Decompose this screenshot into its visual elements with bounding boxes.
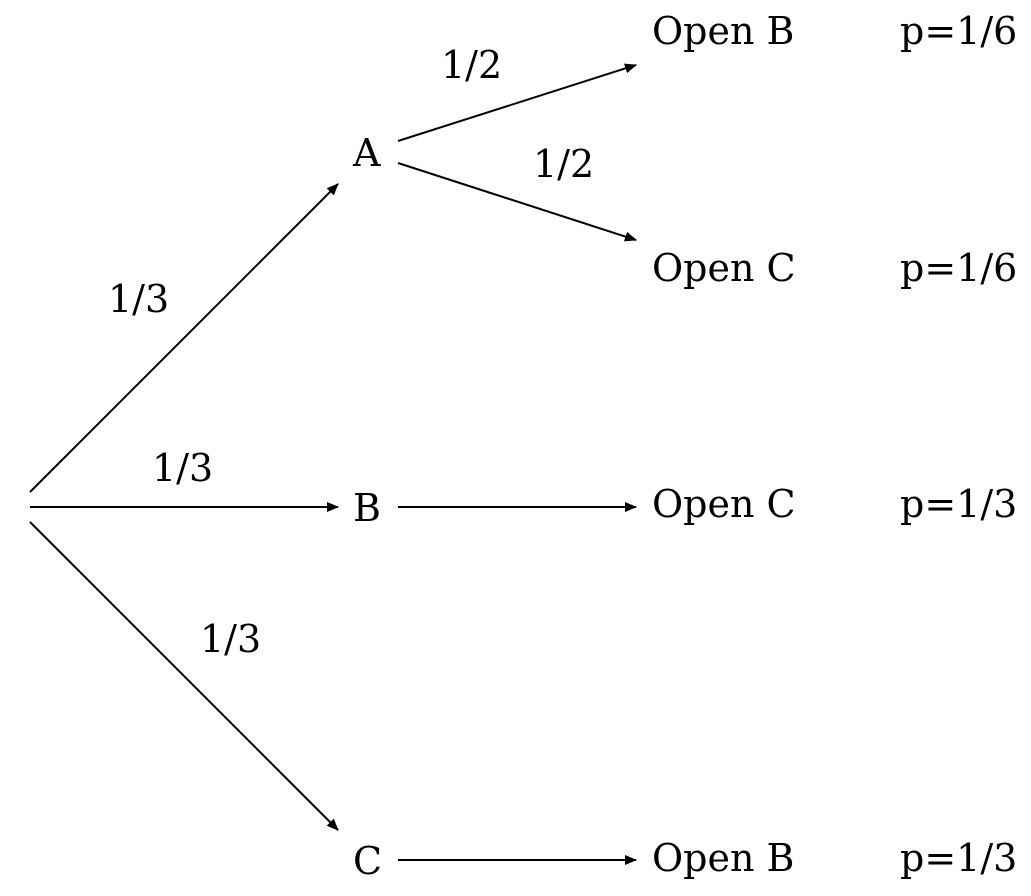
root-to-b-probability: 1/3 [152,446,213,490]
final-probability-4: p=1/3 [900,836,1017,880]
root-to-a-probability: 1/3 [108,277,169,321]
edge-a-to-open-c [398,163,636,240]
edge-root-to-c [30,522,338,830]
final-probability-3: p=1/3 [900,482,1017,526]
outcome-open-c-1: Open C [652,246,796,290]
node-c: C [353,839,382,883]
outcome-open-b-2: Open B [652,836,794,880]
final-probability-2: p=1/6 [900,246,1017,290]
final-probability-1: p=1/6 [900,9,1017,53]
a-to-open-b-probability: 1/2 [441,43,502,87]
a-to-open-c-probability: 1/2 [533,142,594,186]
node-a: A [352,131,381,175]
root-to-c-probability: 1/3 [200,617,261,661]
node-b: B [353,486,381,530]
edge-a-to-open-b [398,65,636,141]
outcome-open-b-1: Open B [652,9,794,53]
outcome-open-c-2: Open C [652,482,796,526]
